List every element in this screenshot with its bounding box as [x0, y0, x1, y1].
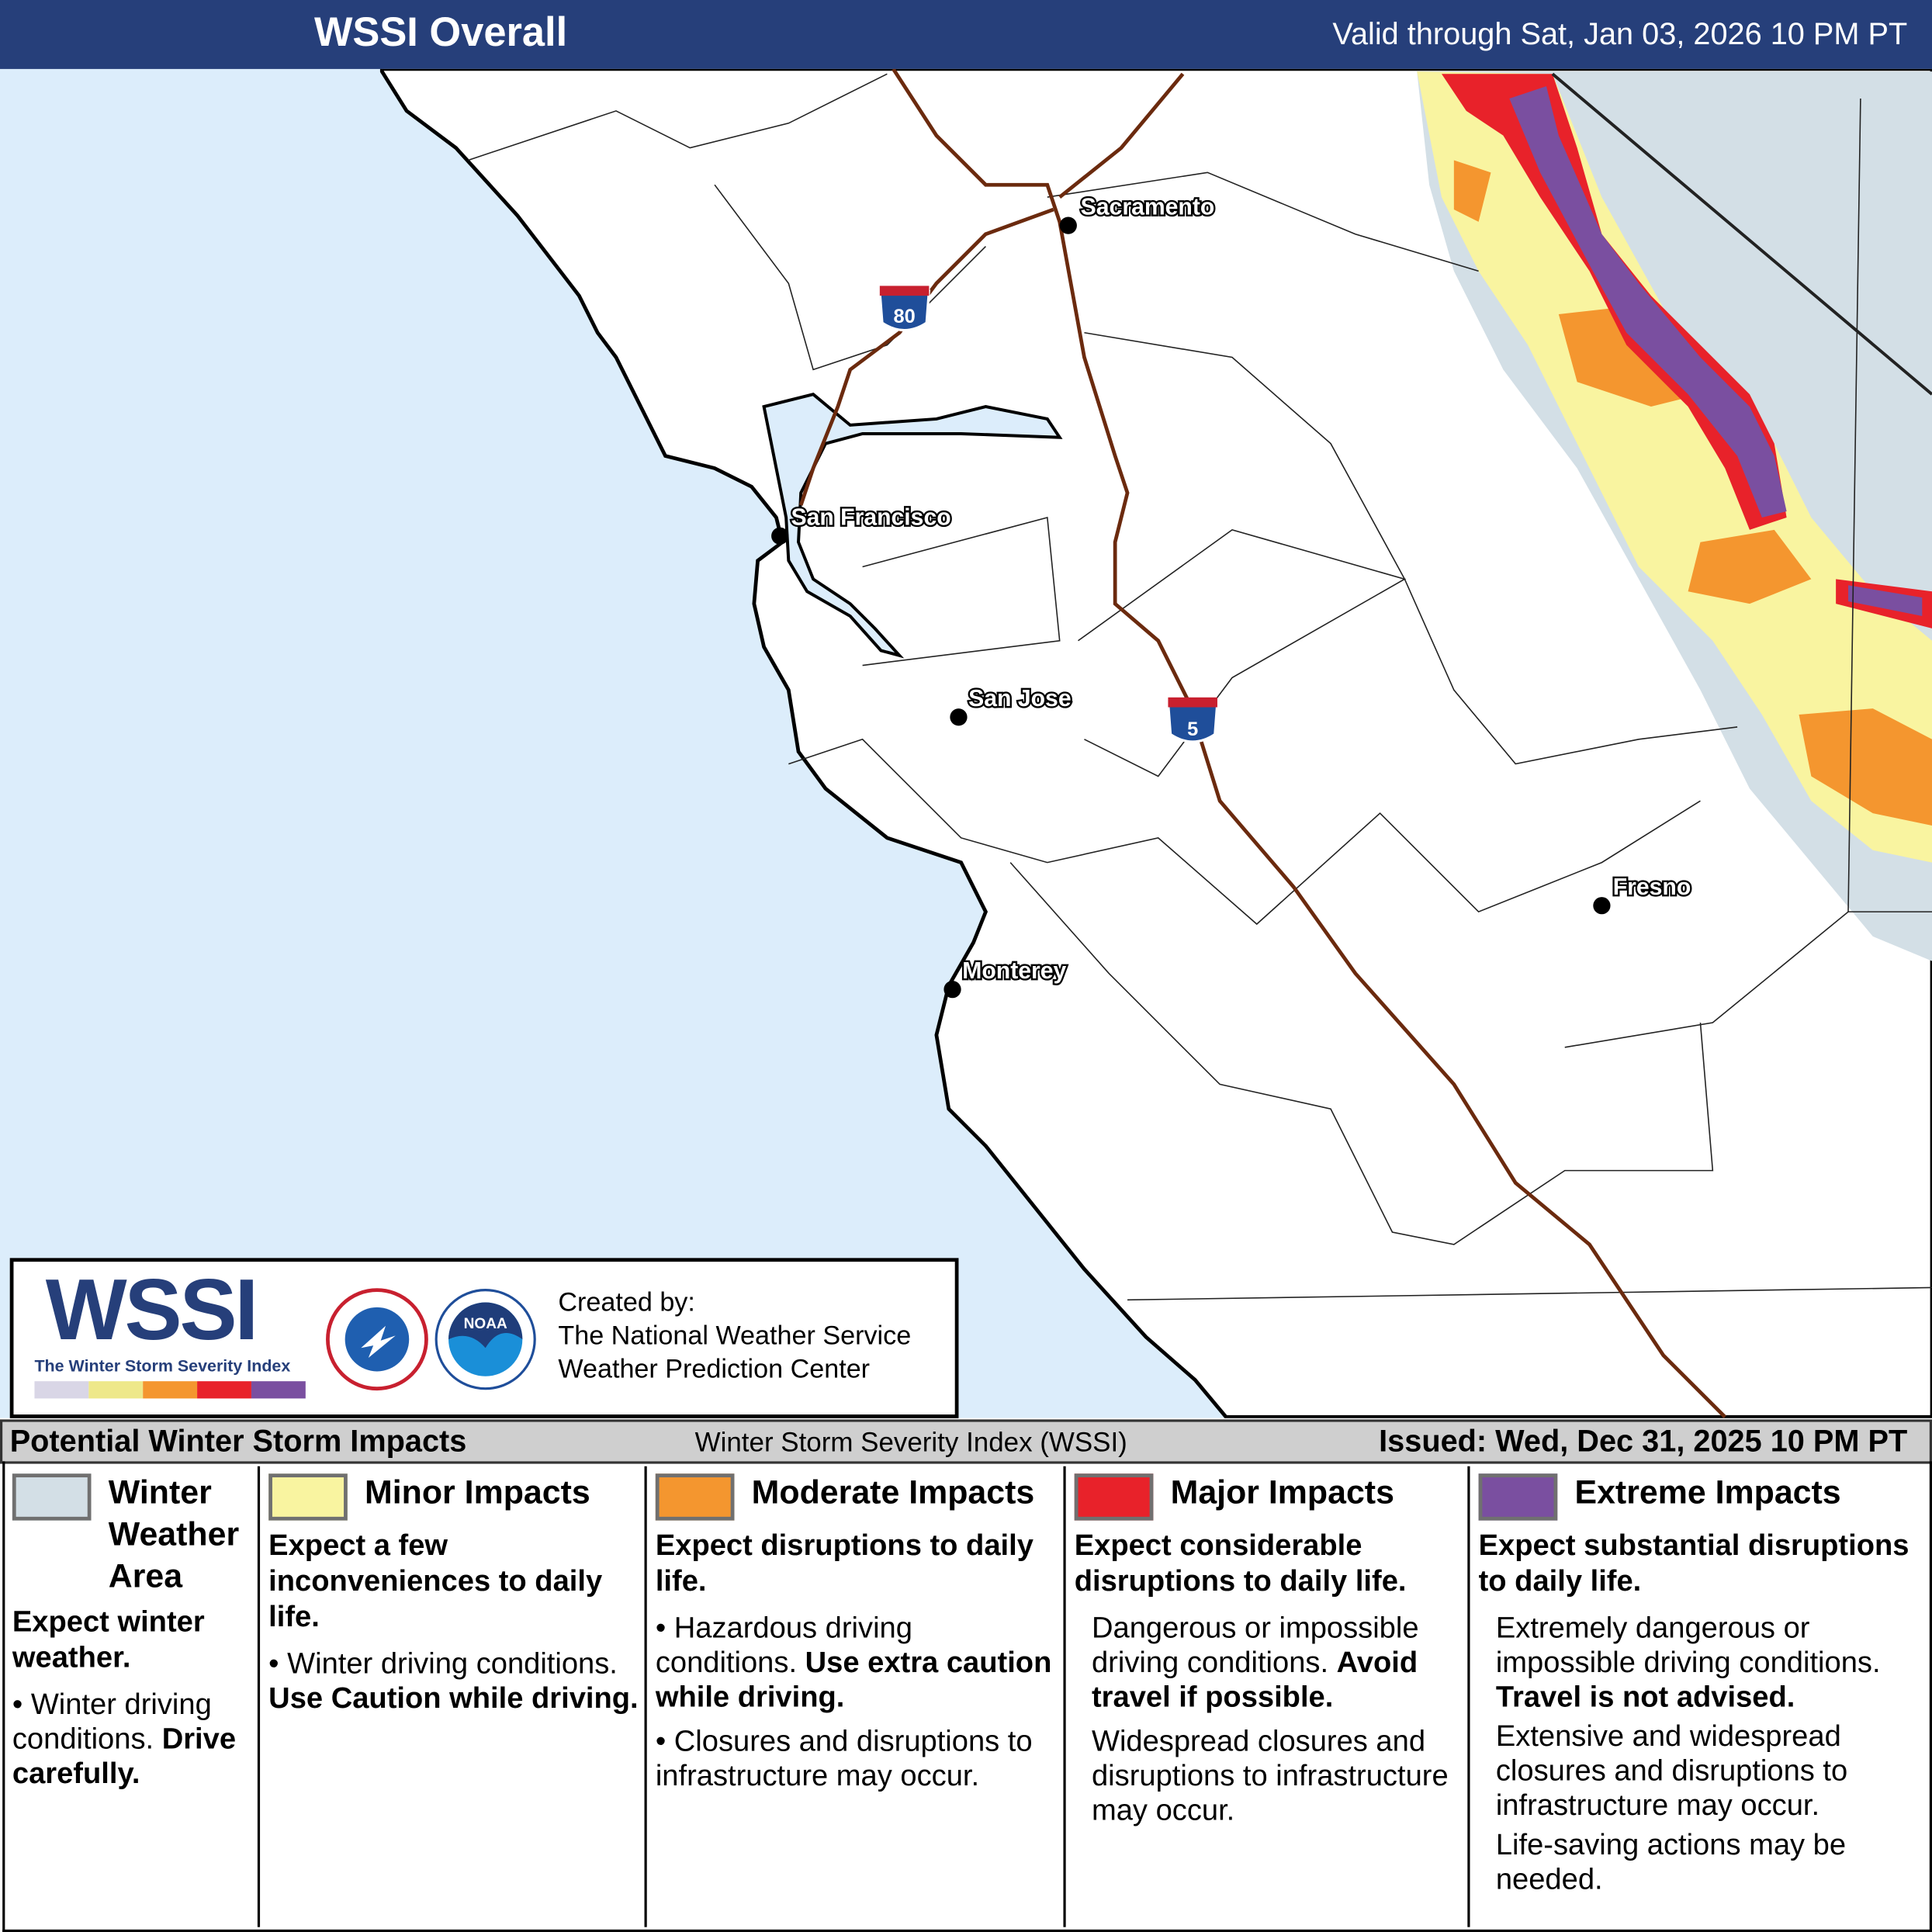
legend-headline: Expect considerable disruptions to daily… [1074, 1529, 1407, 1598]
legend-title-strip: Potential Winter Storm Impacts Winter St… [0, 1419, 1932, 1464]
legend-title: Potential Winter Storm Impacts [9, 1424, 467, 1459]
impact-areas [1417, 71, 1932, 961]
org-wpc: Weather Prediction Center [558, 1354, 871, 1384]
legend-major: Major Impacts Expect considerable disrup… [1067, 1461, 1467, 1927]
legend-bullet: Winter driving conditions. [287, 1647, 618, 1681]
wssi-logo-box: WSSI The Winter Storm Severity Index NOA… [9, 1258, 959, 1418]
i80-label: 80 [893, 306, 915, 327]
legend-headline: Expect disruptions to daily life. [655, 1529, 1034, 1598]
noaa-seal-icon: NOAA [435, 1289, 536, 1390]
legend-bullet: Closures and disruptions to infrastructu… [655, 1725, 1033, 1793]
legend-bullet-bold: Use extra caution while driving. [655, 1646, 1052, 1714]
legend-title-line: Area [108, 1557, 183, 1594]
issued-time: Issued: Wed, Dec 31, 2025 10 PM PT [1379, 1424, 1908, 1459]
legend-title: Moderate Impacts [751, 1473, 1035, 1511]
legend-bullet: Winter driving conditions. [12, 1688, 212, 1756]
legend-extreme: Extreme Impacts Expect substantial disru… [1471, 1461, 1930, 1927]
city-fresno: Fresno [1613, 874, 1691, 900]
legend-title: Major Impacts [1170, 1473, 1394, 1511]
legend-bullet: Widespread closures and disruptions to i… [1091, 1725, 1449, 1828]
index-name: Winter Storm Severity Index (WSSI) [694, 1426, 1127, 1458]
bay [762, 392, 1063, 659]
swatch-moderate [655, 1473, 735, 1521]
org-nws: The National Weather Service [558, 1321, 912, 1351]
swatch-extreme [1478, 1473, 1558, 1521]
city-san-jose: San Jose [968, 686, 1071, 712]
legend-bullet-bold: Drive carefully. [12, 1723, 237, 1791]
i5-label: 5 [1187, 718, 1198, 740]
city-san-francisco: San Francisco [791, 504, 951, 530]
impact-legend: Winter Weather Area Expect winter weathe… [2, 1461, 1932, 1932]
legend-title-line: Winter [108, 1473, 212, 1511]
wssi-color-bar [34, 1381, 306, 1399]
legend-bullet: Life-saving actions may be needed. [1495, 1828, 1847, 1896]
legend-title: Extreme Impacts [1574, 1473, 1841, 1511]
created-by: Created by: [558, 1287, 695, 1317]
wssi-subtitle: The Winter Storm Severity Index [34, 1356, 291, 1376]
legend-title: Minor Impacts [365, 1473, 590, 1511]
legend-bullet: Dangerous or impossible driving conditio… [1091, 1612, 1419, 1680]
swatch-minor [268, 1473, 348, 1521]
legend-headline: Expect substantial disruptions to daily … [1478, 1529, 1909, 1598]
impact-map: 80 5 Sacramento San Francisco San Jose F… [0, 68, 1932, 1418]
city-dot-monterey [943, 981, 961, 999]
legend-title-line: Weather [108, 1515, 240, 1553]
header-bar: WSSI Overall Valid through Sat, Jan 03, … [0, 0, 1932, 69]
legend-bullet-bold: Avoid travel if possible. [1091, 1646, 1418, 1714]
svg-text:NOAA: NOAA [464, 1316, 507, 1332]
city-monterey: Monterey [962, 958, 1066, 984]
legend-bullet: Extensive and widespread closures and di… [1495, 1719, 1848, 1823]
city-dot-fresno [1593, 897, 1611, 915]
legend-headline: Expect winter weather. [12, 1605, 205, 1675]
shield-i80: 80 [878, 286, 931, 332]
valid-time: Valid through Sat, Jan 03, 2026 10 PM PT [1332, 17, 1908, 52]
swatch-major [1074, 1473, 1154, 1521]
legend-moderate: Moderate Impacts Expect disruptions to d… [648, 1461, 1063, 1927]
city-dot-sacramento [1059, 216, 1077, 234]
swatch-winter [12, 1473, 92, 1521]
city-sacramento: Sacramento [1081, 194, 1215, 220]
highways [798, 68, 1726, 1418]
map-title: WSSI Overall [313, 9, 568, 54]
city-dot-san-francisco [771, 527, 789, 545]
shield-i5: 5 [1166, 697, 1219, 743]
legend-bullet: Extremely dangerous or impossible drivin… [1495, 1612, 1881, 1680]
legend-bullet-bold: Travel is not advised. [1495, 1681, 1795, 1714]
legend-bullet: Hazardous driving conditions. [655, 1612, 912, 1680]
legend-headline: Expect a few inconveniences to daily lif… [268, 1529, 603, 1634]
legend-winter-weather: Winter Weather Area Expect winter weathe… [5, 1461, 258, 1927]
nws-seal-icon [326, 1288, 428, 1391]
cities: Sacramento San Francisco San Jose Fresno… [771, 192, 1693, 999]
legend-bullet-bold: Use Caution while driving. [268, 1681, 639, 1716]
wssi-logo: WSSI [45, 1262, 259, 1358]
city-dot-san-jose [950, 708, 968, 726]
legend-minor: Minor Impacts Expect a few inconvenience… [261, 1461, 645, 1927]
